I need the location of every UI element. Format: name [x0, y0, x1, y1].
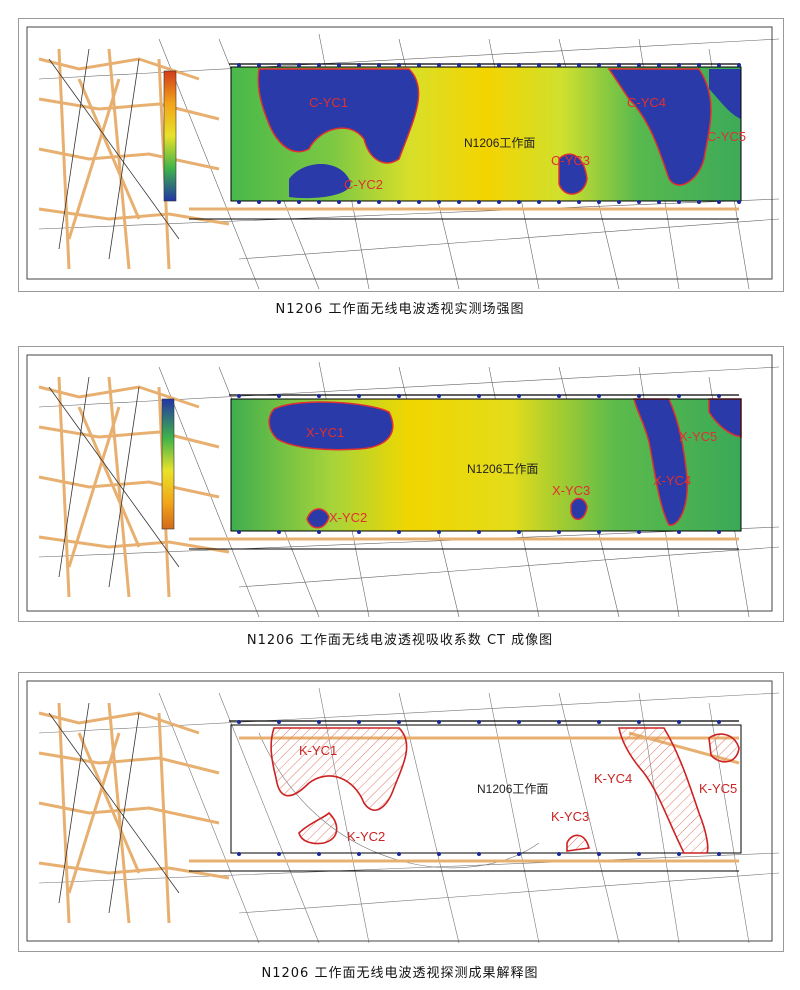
caption-1: N1206 工作面无线电波透视实测场强图	[275, 302, 525, 317]
face-label: N1206工作面	[464, 136, 535, 150]
ct-absorption-map: N1206工作面 X-YC1 X-YC2 X-YC3 X-YC4 X-YC5	[26, 354, 780, 618]
face-label: N1206工作面	[467, 462, 538, 476]
caption-3: N1206 工作面无线电波透视探测成果解释图	[261, 966, 539, 981]
anomaly-label-2: K-YC2	[347, 829, 385, 844]
ct-absorption-panel: N1206工作面 X-YC1 X-YC2 X-YC3 X-YC4 X-YC5	[18, 346, 784, 622]
anomaly-label-3: K-YC3	[551, 809, 589, 824]
anomaly-label-5: C-YC5	[707, 129, 746, 144]
anomaly-label-1: K-YC1	[299, 743, 337, 758]
anomaly-label-1: X-YC1	[306, 425, 344, 440]
survey-stations-top	[237, 63, 741, 67]
color-scale	[163, 70, 177, 202]
anomaly-label-5: X-YC5	[679, 429, 717, 444]
interpretation-panel: N1206工作面 K-YC1 K-YC2 K-YC3 K-YC4 K-YC5	[18, 672, 784, 952]
face-label: N1206工作面	[477, 782, 548, 796]
survey-stations-bottom	[237, 200, 741, 204]
caption-2: N1206 工作面无线电波透视吸收系数 CT 成像图	[246, 633, 554, 648]
field-strength-map: N1206工作面 C-YC1 C-YC2 C-YC3 C-YC4 C-YC5	[26, 26, 780, 290]
anomaly-label-2: X-YC2	[329, 510, 367, 525]
color-scale	[161, 398, 175, 530]
anomaly-label-4: K-YC4	[594, 771, 632, 786]
anomaly-label-3: C-YC3	[551, 153, 590, 168]
anomaly-zones	[230, 724, 742, 854]
anomaly-label-5: K-YC5	[699, 781, 737, 796]
ct-contour	[230, 398, 742, 532]
anomaly-label-4: X-YC4	[653, 473, 691, 488]
field-strength-panel: N1206工作面 C-YC1 C-YC2 C-YC3 C-YC4 C-YC5	[18, 18, 784, 292]
anomaly-label-2: C-YC2	[344, 177, 383, 192]
anomaly-label-4: C-YC4	[627, 95, 666, 110]
anomaly-label-3: X-YC3	[552, 483, 590, 498]
interpretation-map: N1206工作面 K-YC1 K-YC2 K-YC3 K-YC4 K-YC5	[26, 680, 780, 944]
anomaly-label-1: C-YC1	[309, 95, 348, 110]
working-face-contour	[230, 66, 742, 202]
left-roadway-network	[38, 48, 230, 270]
